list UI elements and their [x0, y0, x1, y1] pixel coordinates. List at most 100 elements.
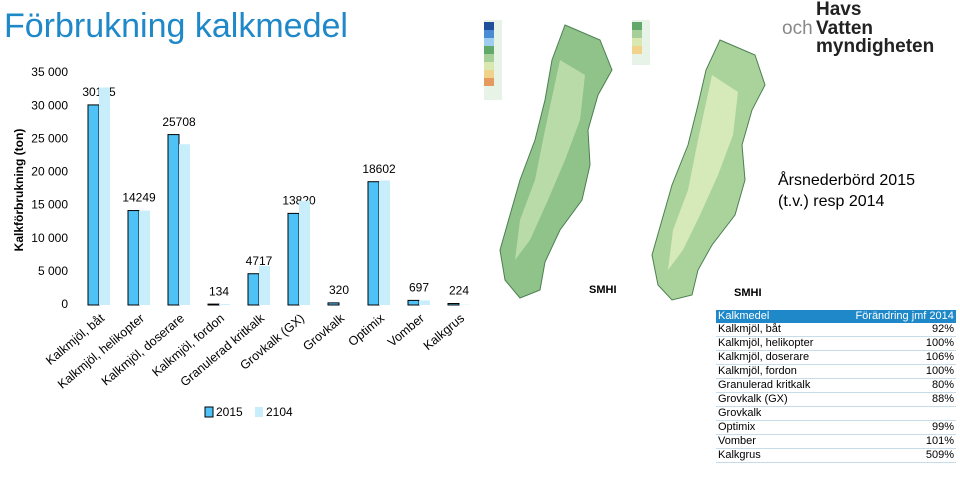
- bar: [219, 304, 230, 305]
- y-tick-label: 15 000: [31, 198, 68, 212]
- bar: [379, 180, 390, 305]
- bar: [127, 210, 140, 306]
- map-source: SMHI: [589, 284, 617, 296]
- map-2015: [515, 60, 585, 260]
- map-legend: [632, 38, 642, 46]
- data-label: 697: [409, 281, 429, 295]
- map-2014: [668, 75, 738, 270]
- logo: Vatten: [816, 18, 873, 39]
- table-row: Kalkmjöl, båt 92%: [716, 323, 956, 337]
- legend-swatch: [255, 407, 263, 417]
- bar: [87, 104, 100, 306]
- table-row: Optimix 99%: [716, 420, 956, 435]
- map-legend: [484, 46, 494, 54]
- data-label: 25708: [162, 115, 196, 129]
- table-row: Kalkmjöl, helikopter 100%: [716, 336, 956, 351]
- table-cell: 100%: [815, 336, 956, 351]
- bar: [207, 303, 220, 306]
- map-legend: [484, 54, 494, 62]
- table-cell: [815, 406, 956, 421]
- bar: [327, 302, 340, 306]
- table-row: Granulerad kritkalk 80%: [716, 378, 956, 393]
- map-caption: Årsnederbörd 2015 (t.v.) resp 2014: [778, 172, 915, 210]
- y-tick-label: 30 000: [31, 98, 68, 112]
- bar: [367, 181, 380, 306]
- y-tick-label: 25 000: [31, 131, 68, 145]
- bar: [447, 303, 460, 306]
- table-cell: 92%: [815, 323, 956, 337]
- table-cell: Grovkalk: [716, 406, 816, 421]
- legend-label: 2015: [216, 405, 243, 419]
- table-row: Grovkalk (GX) 88%: [716, 392, 956, 407]
- header-cell: Kalkmedel: [716, 310, 816, 323]
- table-cell: 99%: [815, 420, 956, 435]
- y-tick-label: 0: [61, 297, 68, 311]
- x-tick-label: Optimix: [346, 311, 388, 349]
- map-legend: [484, 70, 494, 78]
- bar: [139, 210, 150, 305]
- bar: [407, 299, 420, 306]
- map-legend: [632, 46, 642, 54]
- bar: [99, 87, 110, 305]
- table-cell: Grovkalk (GX): [716, 392, 816, 407]
- table-row: Vomber 101%: [716, 434, 956, 449]
- header-cell: Förändring jmf 2014: [815, 310, 956, 323]
- slide-title: Förbrukning kalkmedel: [4, 7, 348, 45]
- table-cell: Kalkmjöl, helikopter: [716, 336, 816, 351]
- map-legend: [484, 78, 494, 86]
- bar: [247, 273, 260, 306]
- bar: [299, 200, 310, 305]
- y-tick-label: 10 000: [31, 231, 68, 245]
- map-legend: [484, 38, 494, 46]
- legend-label: 2104: [266, 405, 293, 419]
- y-tick-label: 20 000: [31, 165, 68, 179]
- table-row: Kalkgrus 509%: [716, 448, 956, 463]
- bar: [287, 212, 300, 306]
- table-cell: Optimix: [716, 420, 816, 435]
- map-legend: [484, 62, 494, 70]
- table-row: Kalkmjöl, doserare 106%: [716, 350, 956, 365]
- table-cell: Vomber: [716, 434, 816, 449]
- table-cell: Granulerad kritkalk: [716, 378, 816, 393]
- table-header: Kalkmedel Förändring jmf 2014: [716, 310, 956, 323]
- data-label: 320: [329, 283, 349, 297]
- table-row: Grovkalk: [716, 406, 956, 421]
- data-label: 224: [449, 284, 469, 298]
- x-tick-label: Grovkalk: [300, 311, 347, 354]
- logo: och: [782, 18, 813, 39]
- table-cell: Kalkgrus: [716, 448, 816, 463]
- data-label: 4717: [246, 254, 273, 268]
- logo: Havs: [816, 0, 861, 20]
- y-tick-label: 5 000: [38, 264, 68, 278]
- data-label: 18602: [362, 162, 396, 176]
- table-cell: 100%: [815, 364, 956, 379]
- y-axis-label: Kalkförbrukning (ton): [12, 129, 26, 252]
- table-cell: 88%: [815, 392, 956, 407]
- bar: [179, 144, 190, 305]
- map-legend: [632, 22, 642, 30]
- table-cell: Kalkmjöl, fordon: [716, 364, 816, 379]
- x-tick-label: Kalkgrus: [421, 311, 467, 353]
- table-cell: 101%: [815, 434, 956, 449]
- table-cell: 509%: [815, 448, 956, 463]
- bar: [259, 265, 270, 305]
- map-legend: [484, 30, 494, 38]
- table-cell: 80%: [815, 378, 956, 393]
- legend-swatch: [204, 406, 214, 418]
- map-legend: [632, 30, 642, 38]
- table-row: Kalkmjöl, fordon 100%: [716, 364, 956, 379]
- table-cell: Kalkmjöl, båt: [716, 323, 816, 337]
- logo: myndigheten: [816, 36, 934, 57]
- map-caption: Årsnederbörd 2015 (t.v.) resp 2014: [778, 172, 915, 210]
- data-label: 14249: [122, 191, 156, 205]
- table-cell: 106%: [815, 350, 956, 365]
- table-cell: Kalkmjöl, doserare: [716, 350, 816, 365]
- y-tick-label: 35 000: [31, 65, 68, 79]
- map-source: SMHI: [734, 287, 762, 299]
- data-label: 134: [209, 284, 229, 298]
- bar: [419, 300, 430, 305]
- bar: [167, 134, 180, 306]
- change-table: Kalkmedel Förändring jmf 2014 Kalkmjöl, bå…: [716, 310, 956, 463]
